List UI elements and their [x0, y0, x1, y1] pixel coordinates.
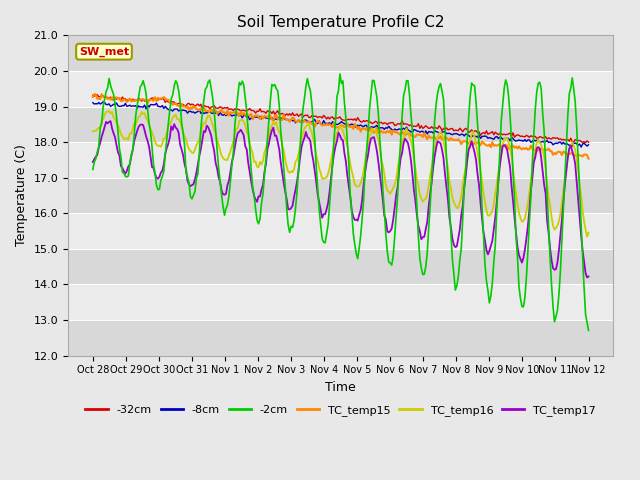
Bar: [68, 178, 613, 213]
X-axis label: Time: Time: [325, 381, 356, 394]
Bar: [68, 142, 613, 178]
Bar: [68, 249, 613, 285]
Bar: [68, 213, 613, 249]
Title: Soil Temperature Profile C2: Soil Temperature Profile C2: [237, 15, 444, 30]
Bar: [68, 320, 613, 356]
Y-axis label: Temperature (C): Temperature (C): [15, 144, 28, 246]
Bar: [68, 107, 613, 142]
Text: SW_met: SW_met: [79, 47, 129, 57]
Bar: [68, 71, 613, 107]
Bar: [68, 285, 613, 320]
Bar: [68, 36, 613, 71]
Legend: -32cm, -8cm, -2cm, TC_temp15, TC_temp16, TC_temp17: -32cm, -8cm, -2cm, TC_temp15, TC_temp16,…: [81, 401, 600, 420]
